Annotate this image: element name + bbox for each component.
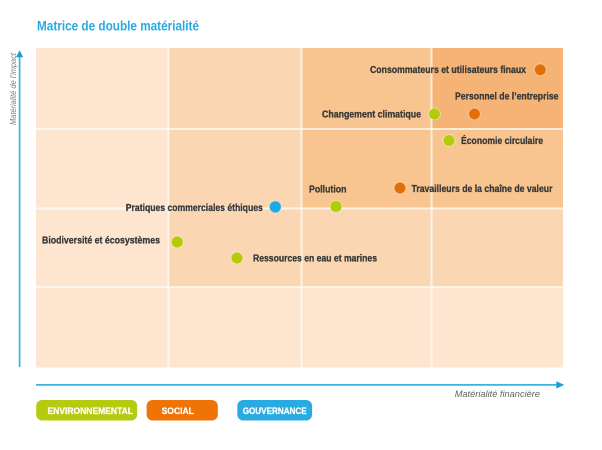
svg-text:Pollution: Pollution bbox=[309, 185, 347, 196]
svg-text:Matérialité de l’impact: Matérialité de l’impact bbox=[9, 52, 18, 125]
svg-text:Biodiversité et écosystèmes: Biodiversité et écosystèmes bbox=[42, 236, 160, 247]
svg-text:Ressources en eau et marines: Ressources en eau et marines bbox=[253, 254, 377, 265]
svg-text:Matrice de double matérialité: Matrice de double matérialité bbox=[37, 19, 199, 34]
svg-text:Pratiques commerciales éthique: Pratiques commerciales éthiques bbox=[126, 203, 263, 214]
svg-text:Économie circulaire: Économie circulaire bbox=[461, 134, 543, 147]
svg-text:GOUVERNANCE: GOUVERNANCE bbox=[243, 406, 307, 417]
svg-text:Changement climatique: Changement climatique bbox=[322, 109, 421, 120]
svg-text:Consommateurs et utilisateurs: Consommateurs et utilisateurs finaux bbox=[370, 65, 526, 76]
svg-text:Travailleurs de la chaîne de v: Travailleurs de la chaîne de valeur bbox=[412, 184, 553, 195]
svg-text:ENVIRONNEMENTAL: ENVIRONNEMENTAL bbox=[48, 406, 134, 417]
svg-text:Matérialité financière: Matérialité financière bbox=[455, 389, 540, 399]
svg-text:SOCIAL: SOCIAL bbox=[162, 406, 194, 417]
svg-text:Personnel de l’entreprise: Personnel de l’entreprise bbox=[455, 91, 559, 102]
